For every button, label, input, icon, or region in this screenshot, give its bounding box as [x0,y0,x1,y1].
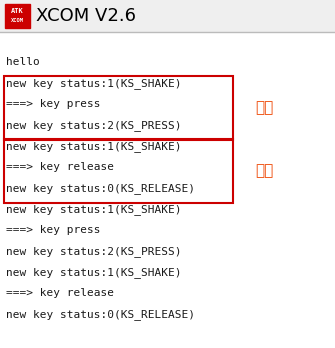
Text: new key status:1(KS_SHAKE): new key status:1(KS_SHAKE) [6,204,182,215]
Text: new key status:0(KS_RELEASE): new key status:0(KS_RELEASE) [6,183,195,194]
Text: ===> key press: ===> key press [6,225,100,235]
Text: new key status:2(KS_PRESS): new key status:2(KS_PRESS) [6,120,182,131]
Text: ===> key release: ===> key release [6,288,114,298]
Text: ===> key press: ===> key press [6,99,100,109]
Text: XCOM: XCOM [11,18,24,24]
Text: new key status:0(KS_RELEASE): new key status:0(KS_RELEASE) [6,309,195,320]
Bar [0,0,335,32]
Bar [5,4,30,28]
Text: 释放: 释放 [255,164,273,179]
Text: new key status:1(KS_SHAKE): new key status:1(KS_SHAKE) [6,141,182,152]
Text: new key status:2(KS_PRESS): new key status:2(KS_PRESS) [6,246,182,257]
Text: hello: hello [6,57,40,67]
Text: new key status:1(KS_SHAKE): new key status:1(KS_SHAKE) [6,78,182,89]
Bar [4,139,233,203]
Text: 按下: 按下 [255,101,273,116]
Text: ===> key release: ===> key release [6,162,114,172]
Text: ATK: ATK [11,8,24,14]
Bar [4,76,233,140]
Text: new key status:1(KS_SHAKE): new key status:1(KS_SHAKE) [6,267,182,278]
Text: XCOM V2.6: XCOM V2.6 [36,7,136,25]
